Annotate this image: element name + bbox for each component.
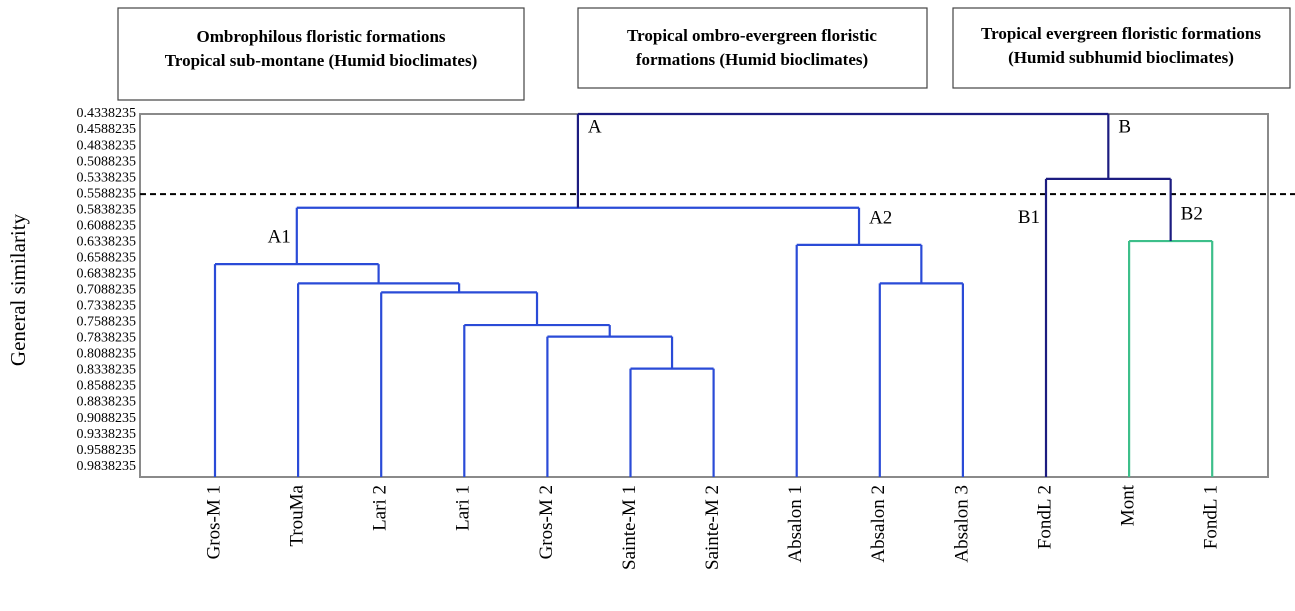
leaf-label: Sainte-M 1 [619, 485, 640, 570]
y-tick-label: 0.4838235 [77, 138, 137, 153]
plot-frame [139, 113, 1269, 478]
y-tick-label: 0.8838235 [77, 395, 137, 410]
leaf-label: Gros-M 1 [203, 485, 224, 559]
y-axis-label: General similarity [6, 213, 30, 366]
y-tick-label: 0.7588235 [77, 315, 137, 330]
header-box [117, 7, 525, 101]
cluster-label: A1 [268, 226, 291, 247]
y-tick-label: 0.5088235 [77, 154, 137, 169]
leaf-label: Sainte-M 2 [702, 485, 723, 570]
header-text: formations (Humid bioclimates) [636, 50, 868, 69]
y-tick-label: 0.8338235 [77, 363, 137, 378]
y-tick-label: 0.6838235 [77, 267, 137, 282]
cluster-label: A2 [869, 207, 892, 228]
leaf-label: FondL 2 [1034, 485, 1055, 549]
leaf-label: Absalon 2 [868, 485, 889, 563]
header-text: (Humid subhumid bioclimates) [1008, 48, 1234, 67]
y-tick-label: 0.4338235 [77, 106, 137, 121]
cluster-label: B [1118, 116, 1131, 137]
cluster-label: B2 [1181, 203, 1203, 224]
y-tick-label: 0.9838235 [77, 459, 137, 474]
y-tick-label: 0.9588235 [77, 443, 137, 458]
header-text: Tropical ombro-evergreen floristic [627, 26, 877, 45]
leaf-label: Lari 1 [453, 485, 474, 531]
header-box [952, 7, 1291, 89]
y-tick-label: 0.7088235 [77, 283, 137, 298]
leaf-label: Absalon 1 [785, 485, 806, 563]
y-tick-label: 0.9338235 [77, 427, 137, 442]
header-text: Tropical evergreen floristic formations [981, 24, 1261, 43]
y-tick-label: 0.6338235 [77, 234, 137, 249]
y-tick-label: 0.7838235 [77, 331, 137, 346]
leaf-label: Absalon 3 [951, 485, 972, 563]
y-tick-label: 0.8588235 [77, 379, 137, 394]
y-tick-label: 0.6088235 [77, 218, 137, 233]
y-tick-label: 0.6588235 [77, 250, 137, 265]
y-tick-label: 0.7338235 [77, 299, 137, 314]
header-text: Ombrophilous floristic formations [196, 27, 445, 46]
leaf-label: Mont [1117, 484, 1138, 526]
y-tick-label: 0.8088235 [77, 347, 137, 362]
y-tick-label: 0.5588235 [77, 186, 137, 201]
leaf-label: Lari 2 [370, 485, 391, 531]
leaf-label: TrouMa [286, 484, 307, 546]
y-tick-label: 0.5338235 [77, 170, 137, 185]
header-box [577, 7, 928, 89]
leaf-label: FondL 1 [1201, 485, 1222, 549]
y-tick-label: 0.4588235 [77, 122, 137, 137]
header-text: Tropical sub-montane (Humid bioclimates) [165, 51, 477, 70]
leaf-label: Gros-M 2 [536, 485, 557, 559]
y-tick-label: 0.9088235 [77, 411, 137, 426]
cluster-label: A [588, 116, 602, 137]
y-tick-label: 0.5838235 [77, 202, 137, 217]
cluster-label: B1 [1018, 207, 1040, 228]
